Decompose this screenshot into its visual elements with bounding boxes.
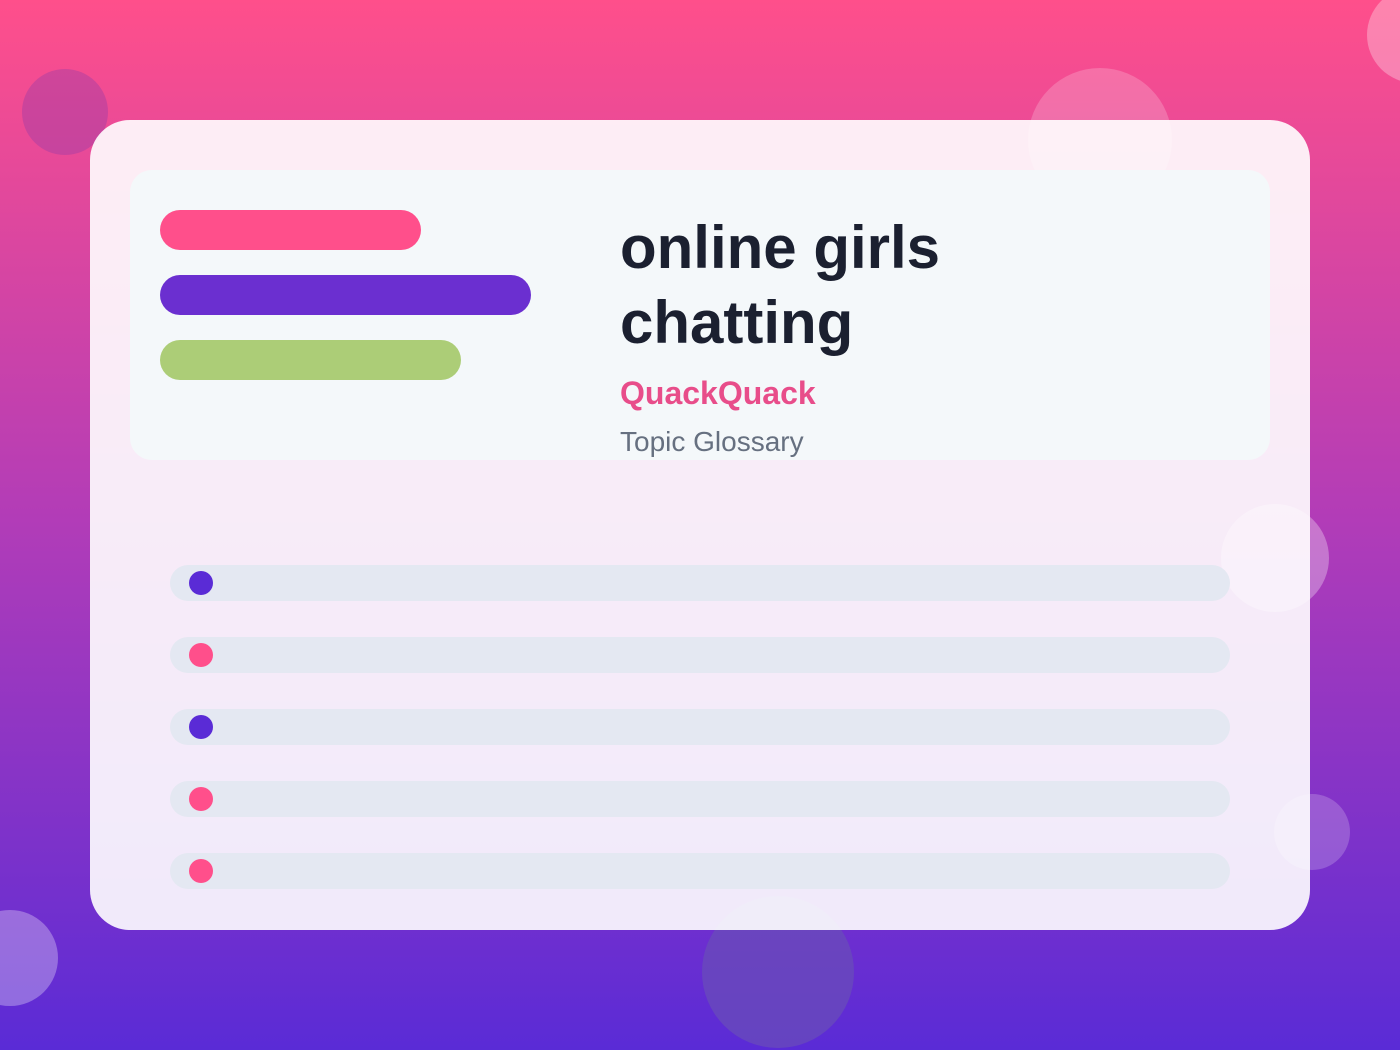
bubble (22, 69, 108, 155)
list-row (170, 565, 1230, 601)
list-row (170, 781, 1230, 817)
bubble (1367, 0, 1400, 81)
subtitle: Topic Glossary (620, 426, 804, 457)
decor-bar (160, 275, 531, 315)
row-dot (189, 859, 213, 883)
row-dot (189, 643, 213, 667)
brand: QuackQuack (620, 375, 816, 411)
list-row (170, 709, 1230, 745)
title-line: online girls (620, 214, 940, 281)
row-dot (189, 571, 213, 595)
title-line: chatting (620, 289, 853, 356)
list (170, 565, 1230, 889)
decor-bar (160, 340, 461, 380)
row-dot (189, 787, 213, 811)
list-row (170, 853, 1230, 889)
row-dot (189, 715, 213, 739)
decor-bar (160, 210, 421, 250)
bubble (702, 896, 854, 1048)
bubble (0, 910, 58, 1006)
list-row (170, 637, 1230, 673)
